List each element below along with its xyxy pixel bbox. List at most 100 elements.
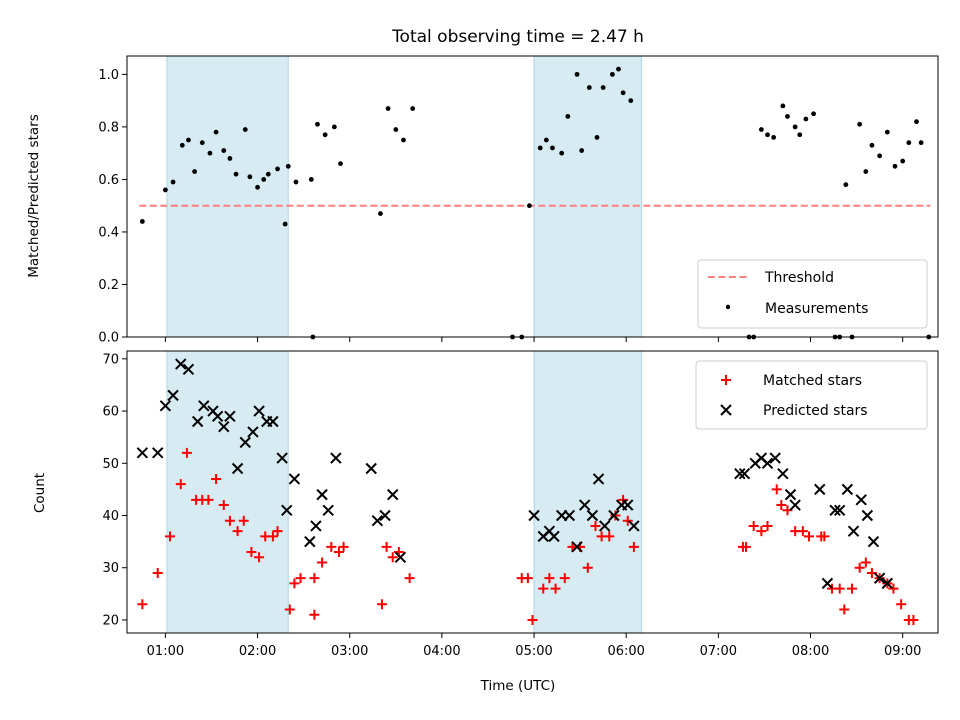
predicted-star-point bbox=[175, 358, 187, 370]
measurement-point bbox=[869, 142, 875, 148]
matched-star-point bbox=[756, 526, 767, 537]
matched-star-point bbox=[254, 552, 265, 563]
count-points bbox=[136, 358, 919, 625]
measurement-point bbox=[261, 177, 267, 182]
predicted-star-point bbox=[841, 483, 854, 496]
measurement-point bbox=[410, 106, 416, 111]
predicted-star-point bbox=[873, 572, 886, 584]
matched-star-point bbox=[232, 526, 243, 537]
legend-matched-swatch bbox=[721, 375, 731, 385]
measurement-points bbox=[139, 66, 932, 340]
predicted-star-point bbox=[288, 473, 301, 485]
predicted-star-point bbox=[738, 468, 751, 480]
matched-star-point bbox=[246, 547, 257, 558]
measurement-point bbox=[393, 127, 399, 132]
measurement-point bbox=[338, 161, 343, 167]
measurement-point bbox=[242, 127, 248, 132]
predicted-star-point bbox=[829, 504, 841, 516]
predicted-star-point bbox=[833, 504, 846, 516]
x-tick-label: 01:00 bbox=[147, 644, 184, 659]
measurement-point bbox=[199, 140, 205, 146]
predicted-star-point bbox=[734, 468, 746, 480]
measurement-point bbox=[579, 148, 585, 153]
measurement-point bbox=[179, 142, 185, 148]
matched-star-point bbox=[211, 473, 222, 484]
measurement-point bbox=[771, 135, 777, 140]
measurement-point bbox=[186, 137, 191, 143]
predicted-star-point bbox=[182, 363, 195, 375]
measurement-point bbox=[247, 174, 253, 180]
matched-star-point bbox=[741, 541, 752, 552]
predicted-star-point bbox=[371, 515, 384, 527]
matched-star-point bbox=[538, 583, 549, 594]
measurement-point bbox=[803, 116, 809, 122]
predicted-star-point bbox=[247, 426, 259, 438]
x-tick-label: 02:00 bbox=[239, 644, 276, 659]
measurement-point bbox=[255, 184, 260, 190]
matched-star-point bbox=[908, 614, 919, 625]
measurement-point bbox=[315, 121, 320, 127]
y-tick-label: 0.2 bbox=[98, 278, 119, 293]
measurement-point bbox=[207, 150, 213, 156]
matched-star-point bbox=[834, 583, 845, 594]
plus-marker-icon bbox=[721, 375, 731, 385]
predicted-star-point bbox=[394, 551, 407, 563]
measurement-point bbox=[574, 71, 580, 77]
y-tick-label: 0.6 bbox=[98, 173, 119, 188]
y-tick-label: 70 bbox=[102, 352, 119, 367]
y-tick-label: 0.0 bbox=[98, 331, 119, 346]
y-axis-label: Matched/Predicted stars bbox=[26, 114, 42, 277]
measurement-point bbox=[594, 135, 600, 140]
predicted-star-point bbox=[379, 509, 391, 522]
measurement-point bbox=[550, 145, 555, 151]
predicted-star-point bbox=[586, 509, 599, 522]
measurement-point bbox=[797, 132, 803, 138]
measurement-point bbox=[401, 137, 406, 143]
y-tick-label: 0.4 bbox=[98, 225, 119, 240]
matched-star-point bbox=[152, 567, 163, 578]
measurement-point bbox=[758, 127, 764, 132]
matched-star-point bbox=[224, 515, 235, 526]
matched-star-point bbox=[309, 573, 320, 584]
measurement-point bbox=[900, 158, 906, 164]
measurement-point bbox=[385, 106, 391, 111]
measurement-point bbox=[857, 121, 863, 127]
predicted-star-point bbox=[528, 509, 540, 522]
predicted-star-point bbox=[136, 447, 149, 459]
highlight-spans bbox=[166, 55, 643, 338]
measurement-point bbox=[285, 163, 291, 169]
matched-star-point bbox=[522, 573, 533, 584]
predicted-star-point bbox=[224, 410, 236, 422]
predicted-star-point bbox=[784, 488, 797, 501]
matched-star-point bbox=[590, 520, 601, 531]
matched-star-point bbox=[137, 599, 148, 610]
matched-star-point bbox=[218, 500, 229, 511]
predicted-star-point bbox=[761, 457, 774, 469]
measurement-point bbox=[586, 85, 592, 90]
predicted-star-point bbox=[855, 494, 867, 506]
matched-star-point bbox=[559, 573, 570, 584]
measurement-point bbox=[843, 182, 849, 188]
y-tick-label: 40 bbox=[102, 509, 119, 524]
predicted-star-point bbox=[847, 525, 860, 537]
x-axis-label: Time (UTC) bbox=[480, 678, 556, 694]
matched-star-point bbox=[376, 599, 387, 610]
predicted-star-point bbox=[159, 400, 172, 412]
predicted-star-point bbox=[608, 509, 620, 522]
matched-star-point bbox=[317, 557, 328, 568]
predicted-star-point bbox=[276, 452, 288, 464]
measurement-point bbox=[620, 90, 626, 96]
x-tick-label: 07:00 bbox=[700, 644, 737, 659]
measurement-point bbox=[308, 177, 314, 182]
predicted-star-point bbox=[563, 509, 576, 522]
matched-star-point bbox=[387, 552, 398, 563]
measurement-point bbox=[282, 221, 288, 227]
measurement-point bbox=[811, 111, 816, 117]
highlight-span bbox=[533, 350, 643, 634]
predicted-star-point bbox=[281, 504, 293, 516]
predicted-star-point bbox=[814, 483, 826, 496]
measurement-point bbox=[227, 156, 233, 161]
measurement-point bbox=[527, 203, 532, 209]
measurement-point bbox=[785, 114, 790, 119]
